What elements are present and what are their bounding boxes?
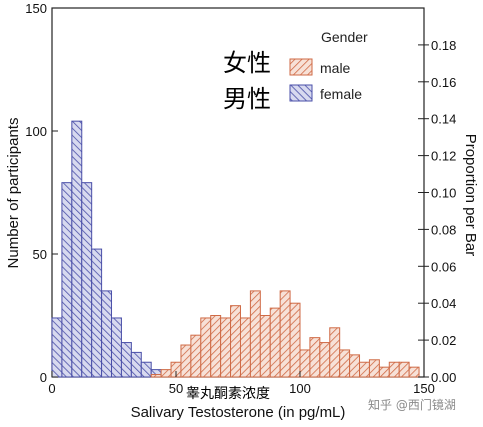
y2-tick-label: 0.02 [431, 333, 456, 348]
x-tick-label: 150 [413, 381, 435, 396]
bar-male [160, 369, 172, 378]
bar-male [368, 359, 380, 378]
y2-tick-label: 0.14 [431, 112, 456, 127]
y-axis-title: Number of participants [5, 118, 22, 269]
bar-male [309, 337, 321, 378]
x-tick-label: 100 [289, 381, 311, 396]
x-tick-label: 0 [48, 381, 55, 396]
legend: Gender male female 女性 男性 [223, 29, 368, 113]
bar-male [378, 366, 390, 378]
bar-male [220, 317, 232, 378]
bar-male [319, 342, 331, 378]
y2-tick-label: 0.08 [431, 222, 456, 237]
y-tick-label: 100 [25, 124, 47, 139]
annotation-male-cn: 男性 [223, 85, 271, 113]
series-male-bars [150, 290, 420, 378]
bar-male [349, 354, 361, 378]
bar-male [190, 334, 202, 378]
bar-male [249, 290, 261, 378]
y-tick-label: 50 [33, 247, 47, 262]
bar-male [210, 315, 222, 378]
bar-male [259, 315, 271, 378]
legend-swatch-male [289, 58, 313, 76]
y2-tick-label: 0.00 [431, 370, 456, 385]
x-axis-title: Salivary Testosterone (in pg/mL) [131, 404, 346, 421]
y2-tick-label: 0.04 [431, 296, 456, 311]
bar-female [120, 342, 132, 378]
y-axis-left: 0 50 100 150 [25, 1, 58, 385]
bar-female [61, 182, 73, 378]
bar-male [408, 366, 420, 378]
bar-male [329, 327, 341, 378]
y2-tick-label: 0.12 [431, 149, 456, 164]
y2-axis-title: Proportion per Bar [462, 134, 479, 257]
legend-title: Gender [321, 29, 368, 45]
bar-male [239, 317, 251, 378]
bar-male [299, 349, 311, 378]
x-caption-cn: 睾丸酮素浓度 [186, 386, 270, 402]
y2-tick-label: 0.06 [431, 259, 456, 274]
legend-label-female: female [320, 86, 362, 102]
x-axis: 0 50 100 150 [48, 371, 435, 396]
watermark: 知乎 @西门镜湖 [368, 397, 456, 412]
y-tick-label: 150 [25, 1, 47, 16]
y2-tick-label: 0.16 [431, 75, 456, 90]
bar-male [200, 317, 212, 378]
bar-male [289, 302, 301, 378]
bar-male [359, 361, 370, 378]
y-tick-label: 0 [40, 370, 47, 385]
bar-male [388, 361, 400, 378]
y-axis-right: 0.00 0.02 0.04 0.06 0.08 0.10 0.12 0.14 0.16 0.18 [418, 38, 456, 385]
bar-female [91, 248, 103, 378]
bar-female [130, 351, 142, 378]
bar-male [279, 290, 291, 378]
bar-male [180, 344, 192, 378]
annotation-female-cn: 女性 [223, 49, 271, 77]
bar-male [230, 305, 241, 378]
bar-male [269, 307, 281, 378]
y2-tick-label: 0.18 [431, 38, 456, 53]
legend-label-male: male [320, 60, 351, 76]
x-tick-label: 50 [169, 381, 183, 396]
y2-tick-label: 0.10 [431, 186, 456, 201]
bar-female [51, 317, 63, 378]
bar-female [71, 120, 83, 378]
bar-female [111, 317, 122, 378]
bar-male [339, 349, 351, 378]
bar-female [140, 361, 152, 378]
legend-swatch-female [289, 84, 313, 102]
bar-female [101, 290, 113, 378]
series-female-bars [51, 120, 172, 378]
bar-male [150, 374, 162, 378]
bar-male [398, 361, 410, 378]
bar-female [81, 182, 93, 378]
